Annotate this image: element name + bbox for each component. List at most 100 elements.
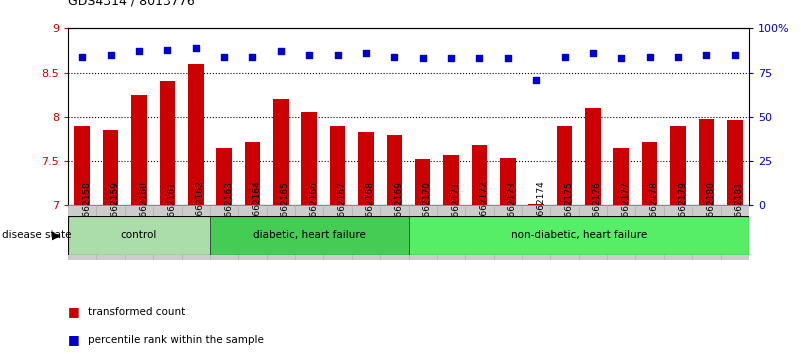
Text: diabetic, heart failure: diabetic, heart failure	[253, 230, 366, 240]
Text: ■: ■	[68, 333, 80, 346]
Text: ■: ■	[68, 305, 80, 318]
Text: GSM662170: GSM662170	[423, 181, 432, 235]
Bar	[578, 205, 607, 260]
Text: GSM662158: GSM662158	[83, 181, 91, 235]
Point	[671, 54, 684, 59]
Point	[331, 52, 344, 58]
Bar	[614, 148, 629, 205]
Bar	[74, 126, 90, 205]
Text: non-diabetic, heart failure: non-diabetic, heart failure	[510, 230, 647, 240]
Bar	[500, 158, 516, 205]
Text: GSM662160: GSM662160	[139, 181, 148, 235]
Bar	[210, 216, 409, 255]
Text: GSM662181: GSM662181	[735, 181, 744, 235]
Text: GSM662171: GSM662171	[451, 181, 460, 235]
Text: GSM662164: GSM662164	[252, 181, 261, 235]
Text: GSM662175: GSM662175	[565, 181, 574, 235]
Bar	[670, 126, 686, 205]
Text: GSM662159: GSM662159	[111, 181, 119, 235]
Bar	[182, 205, 210, 260]
Text: GDS4314 / 8013776: GDS4314 / 8013776	[68, 0, 195, 7]
Text: transformed count: transformed count	[88, 307, 185, 316]
Text: GSM662165: GSM662165	[281, 181, 290, 235]
Bar	[443, 155, 459, 205]
Point	[161, 47, 174, 52]
Bar	[387, 135, 402, 205]
Bar	[153, 205, 182, 260]
Text: GSM662172: GSM662172	[480, 181, 489, 235]
Bar	[239, 205, 267, 260]
Point	[189, 45, 202, 51]
Text: control: control	[121, 230, 157, 240]
Bar	[557, 126, 573, 205]
Point	[303, 52, 316, 58]
Point	[388, 54, 400, 59]
Bar	[244, 142, 260, 205]
Text: GSM662174: GSM662174	[536, 181, 545, 235]
Text: GSM662179: GSM662179	[678, 181, 687, 235]
Bar	[721, 205, 749, 260]
Bar	[358, 132, 374, 205]
Bar	[437, 205, 465, 260]
Bar	[96, 205, 125, 260]
Bar	[472, 145, 487, 205]
Point	[586, 50, 599, 56]
Point	[643, 54, 656, 59]
Text: GSM662161: GSM662161	[167, 181, 176, 235]
Bar	[267, 205, 295, 260]
Bar	[664, 205, 692, 260]
Point	[529, 77, 542, 82]
Point	[417, 56, 429, 61]
Point	[700, 52, 713, 58]
Bar	[216, 148, 232, 205]
Text: ▶: ▶	[51, 230, 60, 240]
Text: GSM662177: GSM662177	[622, 181, 630, 235]
Bar	[642, 142, 658, 205]
Point	[104, 52, 117, 58]
Bar	[727, 120, 743, 205]
Bar	[352, 205, 380, 260]
Bar	[585, 108, 601, 205]
Point	[275, 48, 288, 54]
Text: GSM662168: GSM662168	[366, 181, 375, 235]
Bar	[409, 216, 749, 255]
Point	[218, 54, 231, 59]
Point	[360, 50, 372, 56]
Bar	[692, 205, 721, 260]
Bar	[103, 130, 119, 205]
Point	[445, 56, 457, 61]
Bar	[68, 216, 210, 255]
Bar	[273, 99, 288, 205]
Bar	[465, 205, 493, 260]
Bar	[607, 205, 635, 260]
Bar	[295, 205, 324, 260]
Text: disease state: disease state	[2, 230, 72, 240]
Bar	[324, 205, 352, 260]
Point	[728, 52, 741, 58]
Bar	[188, 64, 203, 205]
Text: GSM662163: GSM662163	[224, 181, 233, 235]
Bar	[380, 205, 409, 260]
Text: GSM662180: GSM662180	[706, 181, 715, 235]
Point	[76, 54, 89, 59]
Bar	[415, 159, 430, 205]
Text: GSM662173: GSM662173	[508, 181, 517, 235]
Point	[133, 48, 146, 54]
Bar	[529, 204, 544, 205]
Text: GSM662176: GSM662176	[593, 181, 602, 235]
Bar	[493, 205, 522, 260]
Bar	[125, 205, 153, 260]
Point	[558, 54, 571, 59]
Text: GSM662166: GSM662166	[309, 181, 318, 235]
Point	[501, 56, 514, 61]
Bar	[698, 120, 714, 205]
Text: percentile rank within the sample: percentile rank within the sample	[88, 335, 264, 345]
Point	[473, 56, 486, 61]
Bar	[522, 205, 550, 260]
Bar	[210, 205, 239, 260]
Text: GSM662169: GSM662169	[394, 181, 404, 235]
Bar	[68, 205, 96, 260]
Bar	[409, 205, 437, 260]
Bar	[635, 205, 664, 260]
Text: GSM662167: GSM662167	[337, 181, 347, 235]
